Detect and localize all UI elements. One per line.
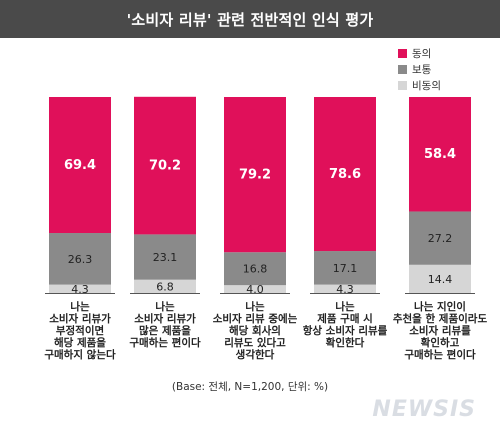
legend-swatch-보통 bbox=[398, 65, 407, 74]
category-label-1: 해당 제품을 bbox=[54, 336, 106, 349]
category-label-1: 부정적이면 bbox=[56, 324, 104, 337]
category-label-4: 항상 소비자 리뷰를 bbox=[303, 324, 388, 337]
bar-segment-비동의-3 bbox=[224, 285, 286, 293]
data-label-비동의-5: 14.4 bbox=[428, 273, 453, 286]
data-label-비동의-4: 4.3 bbox=[336, 283, 354, 296]
data-label-동의-3: 79.2 bbox=[239, 168, 271, 183]
legend-swatch-동의 bbox=[398, 49, 407, 58]
category-label-4: 제품 구매 시 bbox=[317, 312, 373, 325]
bar-segment-비동의-2 bbox=[134, 279, 196, 293]
category-label-3: 소비자 리뷰 중에는 bbox=[213, 312, 298, 325]
category-label-2: 나는 bbox=[155, 300, 175, 313]
category-label-4: 나는 bbox=[335, 300, 355, 313]
data-label-비동의-3: 4.0 bbox=[246, 283, 264, 296]
legend-label-동의: 동의 bbox=[412, 48, 431, 60]
legend-label-비동의: 비동의 bbox=[412, 80, 441, 92]
bar-segment-비동의-5 bbox=[409, 264, 471, 293]
bar-segment-동의-5 bbox=[409, 97, 471, 212]
data-label-동의-2: 70.2 bbox=[149, 159, 181, 174]
category-label-3: 리뷰도 있다고 bbox=[224, 336, 286, 349]
category-label-1: 나는 bbox=[70, 300, 90, 313]
data-label-비동의-1: 4.3 bbox=[71, 283, 89, 296]
category-label-5: 확인하고 bbox=[421, 336, 460, 349]
bar-segment-보통-1 bbox=[49, 233, 111, 285]
bar-segment-보통-2 bbox=[134, 234, 196, 280]
bar-segment-비동의-4 bbox=[314, 284, 376, 293]
data-label-동의-4: 78.6 bbox=[329, 167, 361, 182]
bar-segment-동의-3 bbox=[224, 97, 286, 253]
bars: 4.3 26.3 69.4 6.8 23.1 70.2 4.0 16.8 79.2 4.3 17.1… bbox=[45, 96, 475, 296]
data-label-동의-5: 58.4 bbox=[424, 147, 456, 162]
legend-label-보통: 보통 bbox=[412, 64, 432, 76]
category-label-1: 소비자 리뷰가 bbox=[49, 312, 111, 325]
category-label-2: 소비자 리뷰가 bbox=[134, 312, 196, 325]
category-label-3: 해당 회사의 bbox=[229, 324, 281, 337]
data-label-보통-4: 17.1 bbox=[333, 262, 358, 275]
category-label-5: 나는 지인이 bbox=[414, 300, 466, 313]
bar-segment-보통-4 bbox=[314, 251, 376, 285]
category-label-4: 확인한다 bbox=[326, 336, 365, 349]
chart-title: '소비자 리뷰' 관련 전반적인 인식 평가 bbox=[0, 0, 500, 38]
footnote: (Base: 전체, N=1,200, 단위: %) bbox=[171, 381, 329, 393]
bar-segment-동의-2 bbox=[134, 96, 196, 235]
bar-segment-동의-1 bbox=[49, 97, 111, 234]
category-label-2: 많은 제품을 bbox=[139, 324, 191, 337]
data-label-보통-5: 27.2 bbox=[428, 232, 453, 245]
bar-segment-동의-4 bbox=[314, 97, 376, 252]
data-label-보통-1: 26.3 bbox=[68, 253, 93, 266]
data-label-동의-1: 69.4 bbox=[64, 158, 96, 173]
bar-segment-보통-5 bbox=[409, 211, 471, 265]
bar-segment-보통-3 bbox=[224, 252, 286, 286]
bar-segment-비동의-1 bbox=[49, 284, 111, 293]
category-label-1: 구매하지 않는다 bbox=[44, 348, 116, 361]
newsis-watermark: NEWSIS bbox=[372, 397, 476, 422]
data-label-보통-2: 23.1 bbox=[153, 251, 178, 264]
category-label-5: 구매하는 편이다 bbox=[404, 348, 476, 361]
category-label-5: 추천을 한 제품이라도 bbox=[393, 312, 488, 325]
category-label-3: 나는 bbox=[245, 300, 265, 313]
category-label-2: 구매하는 편이다 bbox=[129, 336, 201, 349]
category-label-5: 소비자 리뷰를 bbox=[409, 324, 471, 337]
data-label-비동의-2: 6.8 bbox=[156, 280, 174, 293]
legend-swatch-비동의 bbox=[398, 81, 407, 90]
data-label-보통-3: 16.8 bbox=[243, 263, 268, 276]
category-label-3: 생각한다 bbox=[236, 348, 275, 361]
